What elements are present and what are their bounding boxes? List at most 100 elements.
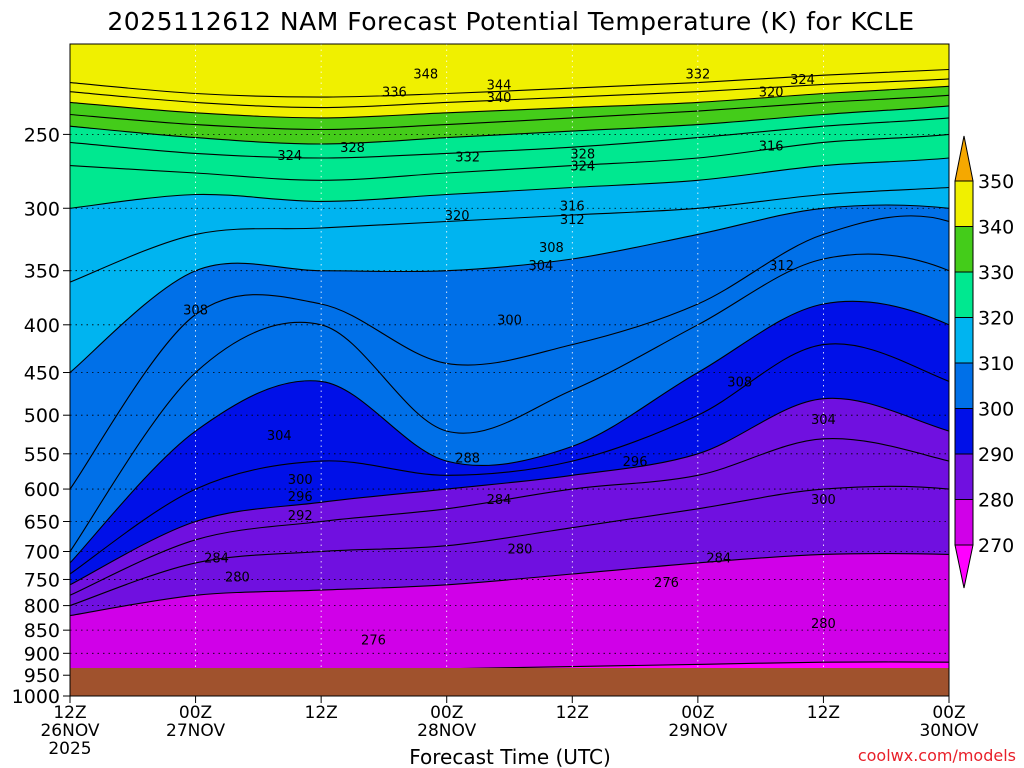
contour-label: 280 — [508, 543, 533, 558]
colorbar-label: 270 — [978, 535, 1014, 557]
colorbar-label: 320 — [978, 308, 1014, 330]
y-axis: 2503003504004505005506006507007508008509… — [12, 124, 70, 708]
x-tick-label: 12Z — [807, 703, 840, 723]
x-axis-label: Forecast Time (UTC) — [409, 745, 611, 768]
contour-label: 320 — [759, 86, 784, 101]
colorbar-swatch — [954, 271, 974, 318]
isentrope-340 — [70, 85, 949, 119]
y-tick-label: 350 — [24, 261, 60, 283]
contour-label: 284 — [487, 493, 512, 508]
contour-label: 320 — [445, 209, 470, 224]
colorbar-label: 330 — [978, 262, 1014, 284]
contour-label: 324 — [790, 73, 815, 88]
colorbar-swatch — [954, 226, 974, 273]
isentrope-280 — [70, 552, 949, 617]
isentrope-292 — [70, 397, 949, 586]
contour-label: 292 — [288, 509, 313, 524]
isentrope-332 — [70, 105, 949, 145]
colorbar-arrow-bottom — [954, 544, 974, 589]
contour-label: 284 — [204, 551, 229, 566]
contour-label: 276 — [654, 576, 679, 591]
contour-label: 300 — [497, 314, 522, 329]
contour-label: 324 — [570, 160, 595, 175]
x-tick-label: 12Z — [305, 703, 338, 723]
y-tick-label: 400 — [24, 315, 60, 337]
y-tick-label: 800 — [24, 596, 60, 618]
contour-label: 308 — [183, 303, 208, 318]
y-tick-label: 250 — [24, 124, 60, 146]
contour-label: 280 — [811, 617, 836, 632]
contour-label: 304 — [811, 413, 836, 428]
colorbar-label: 290 — [978, 444, 1014, 466]
isentrope-308 — [70, 215, 949, 490]
contour-label: 340 — [487, 91, 512, 106]
colorbar-arrow-top — [954, 135, 974, 182]
colorbar-swatch — [954, 408, 974, 455]
colorbar-swatch — [954, 317, 974, 364]
y-tick-label: 1000 — [12, 686, 60, 708]
x-tick-label: 26NOV — [40, 721, 99, 741]
colorbar-label: 310 — [978, 353, 1014, 375]
contour-label: 296 — [288, 490, 313, 505]
isentrope-284 — [70, 485, 949, 607]
contour-label: 304 — [528, 259, 553, 274]
isentrope-344 — [70, 78, 949, 109]
x-tick-label: 12Z — [556, 703, 589, 723]
y-tick-label: 900 — [24, 643, 60, 665]
contour-label: 344 — [487, 78, 512, 93]
isentrope-328 — [70, 117, 949, 159]
contour-label: 328 — [340, 141, 365, 156]
contour-label: 300 — [811, 493, 836, 508]
contour-label: 336 — [382, 86, 407, 101]
colorbar-label: 350 — [978, 171, 1014, 193]
contour-label: 332 — [455, 150, 480, 165]
isentrope-296 — [70, 343, 949, 575]
colorbar-label: 300 — [978, 399, 1014, 421]
contour-label: 348 — [413, 67, 438, 82]
chart-title: 2025112612 NAM Forecast Potential Temper… — [107, 7, 914, 36]
x-tick-label: 00Z — [179, 703, 212, 723]
contour-label: 312 — [560, 213, 585, 228]
contour-label: 324 — [277, 149, 302, 164]
fill-band-348 — [70, 44, 949, 98]
contour-label: 312 — [769, 259, 794, 274]
y-tick-label: 550 — [24, 444, 60, 466]
contour-label: 316 — [759, 140, 784, 155]
colorbar-swatch — [954, 499, 974, 546]
y-tick-label: 700 — [24, 542, 60, 564]
colorbar-label: 280 — [978, 490, 1014, 512]
x-tick-label: 00Z — [681, 703, 714, 723]
isentrope-288 — [70, 437, 949, 596]
isentrope-304 — [70, 253, 949, 552]
contour-label: 284 — [706, 551, 731, 566]
y-tick-label: 300 — [24, 198, 60, 220]
credit-label: coolwx.com/models — [858, 746, 1016, 765]
colorbar-swatch — [954, 453, 974, 500]
contour-label: 308 — [539, 241, 564, 256]
y-tick-label: 450 — [24, 363, 60, 385]
contour-label: 300 — [288, 473, 313, 488]
y-tick-label: 650 — [24, 511, 60, 533]
contour-label: 288 — [455, 451, 480, 466]
contour-label: 296 — [623, 455, 648, 470]
isentrope-336 — [70, 94, 949, 131]
x-tick-label: 29NOV — [668, 721, 727, 741]
contour-label: 304 — [267, 429, 292, 444]
x-tick-label: 00Z — [932, 703, 965, 723]
colorbar-label: 340 — [978, 217, 1014, 239]
y-tick-label: 500 — [24, 405, 60, 427]
colorbar-swatch — [954, 180, 974, 227]
contour-label: 332 — [685, 67, 710, 82]
contour-label: 280 — [225, 571, 250, 586]
y-tick-label: 850 — [24, 620, 60, 642]
x-tick-label: 28NOV — [417, 721, 476, 741]
contour-label: 328 — [570, 147, 595, 162]
y-tick-label: 950 — [24, 665, 60, 687]
contour-label: 308 — [727, 375, 752, 390]
x-tick-label: 2025 — [48, 739, 91, 759]
colorbar-legend: 350 340 330 320 310 300 290 280 270 — [954, 135, 1014, 589]
y-tick-label: 750 — [24, 569, 60, 591]
